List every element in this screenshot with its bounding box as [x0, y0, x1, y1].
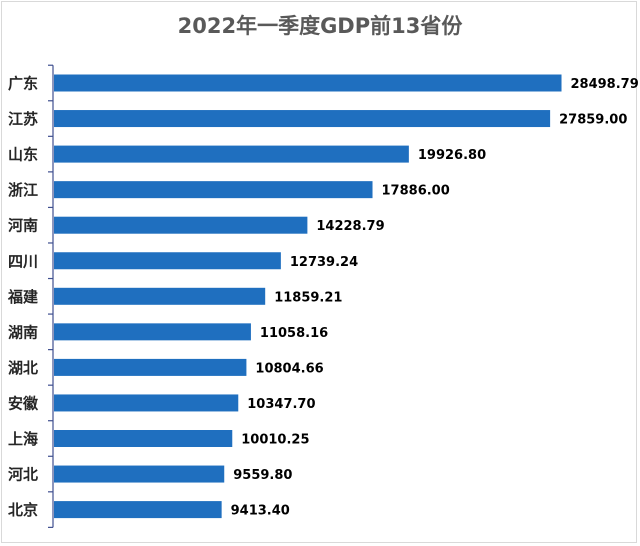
- value-label-6: 11859.21: [274, 290, 342, 305]
- bar-10: [54, 430, 233, 447]
- value-label-8: 10804.66: [255, 361, 323, 376]
- category-label-3: 浙江: [8, 181, 38, 199]
- bar-0: [54, 74, 562, 92]
- bar-1: [54, 110, 551, 128]
- bars-group: [54, 74, 562, 519]
- value-label-0: 28498.79: [571, 77, 639, 92]
- category-label-7: 湖南: [8, 323, 38, 341]
- bar-9: [54, 394, 239, 412]
- bar-12: [54, 501, 222, 519]
- value-label-7: 11058.16: [260, 326, 328, 341]
- bar-11: [54, 465, 225, 483]
- value-label-12: 9413.40: [231, 504, 290, 519]
- bar-3: [54, 181, 373, 199]
- value-label-11: 9559.80: [233, 468, 292, 483]
- bar-5: [54, 252, 281, 270]
- category-label-6: 福建: [7, 288, 39, 306]
- value-label-9: 10347.70: [247, 397, 315, 412]
- bar-4: [54, 216, 308, 234]
- category-label-1: 江苏: [8, 110, 38, 128]
- value-label-3: 17886.00: [382, 184, 450, 199]
- category-label-5: 四川: [8, 252, 38, 270]
- y-axis: [48, 64, 54, 528]
- category-label-9: 安徽: [8, 394, 39, 412]
- value-labels: 28498.79 27859.00 19926.80 17886.00 14228.79…: [231, 77, 639, 519]
- bar-8: [54, 358, 247, 376]
- category-label-10: 上海: [8, 430, 38, 448]
- bar-2: [54, 145, 409, 163]
- category-label-11: 河北: [8, 466, 38, 484]
- bar-6: [54, 287, 266, 305]
- bar-7: [54, 323, 251, 341]
- value-label-5: 12739.24: [290, 255, 358, 270]
- category-label-12: 北京: [8, 501, 38, 519]
- value-label-2: 19926.80: [418, 148, 486, 163]
- value-label-10: 10010.25: [241, 433, 309, 448]
- category-label-2: 山东: [8, 146, 38, 164]
- chart-title: 2022年一季度GDP前13省份: [177, 14, 463, 38]
- value-label-4: 14228.79: [316, 219, 384, 234]
- category-label-8: 湖北: [8, 359, 38, 377]
- category-label-0: 广东: [8, 75, 38, 93]
- value-label-1: 27859.00: [559, 113, 627, 128]
- category-label-4: 河南: [8, 217, 38, 235]
